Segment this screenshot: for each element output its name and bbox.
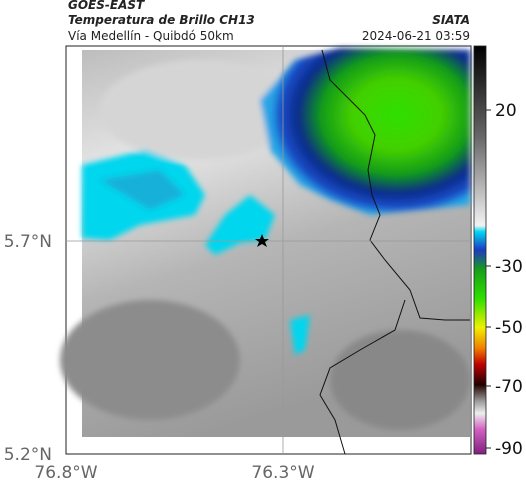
route: Vía Medellín - Quibdó 50km [68,29,234,43]
colorbar-tick-label: -90 [495,439,523,459]
lon-label: 76.8°W [34,463,97,483]
colorbar-tick-label: -30 [495,257,523,277]
colorbar-tick-label: 20 [495,101,517,121]
lat-label: 5.2°N [4,445,52,465]
source: GOES-EAST [68,0,145,12]
colorbar: 20 -30 -50 -70 -90 [473,45,523,459]
agency: SIATA [432,13,470,27]
lon-label: 76.3°W [251,463,314,483]
product: Temperatura de Brillo CH13 [68,13,255,27]
map [60,45,472,455]
colorbar-tick-label: -70 [495,377,523,397]
colorbar-tick-label: -50 [495,318,523,338]
timestamp: 2024-06-21 03:59 [362,29,470,43]
lat-label: 5.7°N [4,232,52,252]
